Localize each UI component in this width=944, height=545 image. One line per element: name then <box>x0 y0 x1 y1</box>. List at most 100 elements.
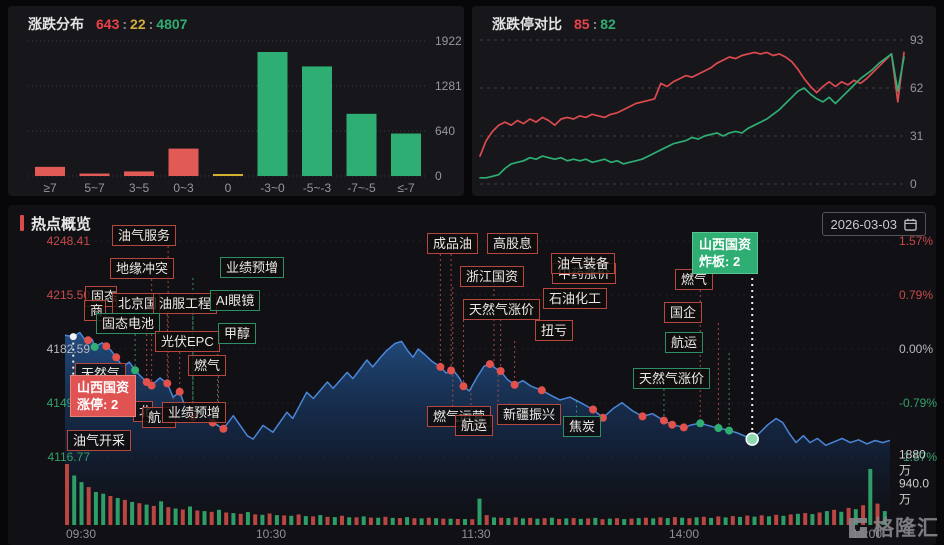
event-label[interactable]: 新疆振兴 <box>497 404 562 425</box>
event-label[interactable]: 高股息 <box>487 233 539 254</box>
event-label[interactable]: 燃气 <box>188 355 227 376</box>
event-label[interactable]: 油服工程 <box>153 293 218 314</box>
volume-bar <box>600 519 605 525</box>
volume-bar <box>311 516 316 525</box>
event-label[interactable]: 地缘冲突 <box>110 258 175 279</box>
volume-bar <box>361 516 366 525</box>
dist-bar <box>391 133 421 176</box>
event-dot <box>638 412 647 421</box>
volume-bar <box>672 517 677 525</box>
event-label[interactable]: 石油化工 <box>543 288 608 309</box>
event-label[interactable]: 山西国资 炸板: 2 <box>692 232 759 274</box>
volume-bar <box>166 507 171 525</box>
event-label[interactable]: 成品油 <box>427 233 479 254</box>
event-label[interactable]: 航运 <box>455 415 494 436</box>
volume-bar <box>137 503 142 525</box>
limit-ytick: 62 <box>910 81 924 95</box>
volume-bar <box>557 518 562 525</box>
limit-series-涨停 <box>479 51 905 157</box>
volume-bar <box>578 518 583 525</box>
volume-bar <box>716 516 721 525</box>
glonghui-watermark: 格隆汇 <box>846 512 939 542</box>
volume-bar <box>593 517 598 525</box>
volume-bar <box>680 517 685 525</box>
count-separator: : <box>592 16 598 32</box>
volume-bar <box>72 475 77 525</box>
event-label[interactable]: 光伏EPC <box>155 331 220 352</box>
volume-bar <box>774 514 779 525</box>
price-axis-label: 4248.41 <box>46 234 90 248</box>
volume-bar <box>615 518 619 525</box>
event-label[interactable]: 业绩预增 <box>220 257 285 278</box>
event-label[interactable]: 天然气涨价 <box>633 368 711 389</box>
count-separator: : <box>122 16 128 32</box>
event-dot <box>69 333 77 341</box>
dist-category: 0~3 <box>173 181 194 195</box>
volume-bar <box>448 518 453 525</box>
volume-bar <box>303 516 308 525</box>
event-label[interactable]: 油气服务 <box>112 225 177 246</box>
event-label[interactable]: 焦炭 <box>563 416 602 437</box>
pct-axis-label: 1.57% <box>899 234 934 248</box>
hot-overview-title: 热点概览 <box>31 216 92 233</box>
limit-down-count: 82 <box>600 16 616 32</box>
volume-bar <box>405 517 410 525</box>
volume-bar <box>861 505 866 525</box>
volume-bar <box>636 518 641 525</box>
volume-bar <box>824 511 829 525</box>
dist-bar <box>302 66 332 176</box>
volume-bar <box>853 509 858 525</box>
event-label[interactable]: 固态电池 <box>96 313 161 334</box>
volume-bar <box>368 517 373 525</box>
dist-category: ≥7 <box>43 181 57 195</box>
event-label[interactable]: 国企 <box>664 302 703 323</box>
event-dot <box>459 382 468 391</box>
distribution-header: 涨跌分布 643:22:4807 <box>28 14 187 34</box>
event-label[interactable]: 油气开采 <box>67 430 132 451</box>
watermark-text: 格隆汇 <box>873 517 939 540</box>
event-label[interactable]: 航运 <box>665 332 704 353</box>
limit-series-跌停 <box>479 53 905 179</box>
event-label[interactable]: 业绩预增 <box>162 402 227 423</box>
dist-bar <box>124 171 154 176</box>
volume-bar <box>390 517 395 525</box>
limit-up-count: 85 <box>574 16 590 32</box>
volume-bar <box>643 517 648 525</box>
volume-bar <box>846 507 851 525</box>
event-dot <box>714 424 723 432</box>
event-label[interactable]: 浙江国资 <box>460 266 525 287</box>
date-picker[interactable]: 2026-03-03 <box>821 212 926 236</box>
glonghui-logo-icon <box>849 518 867 538</box>
volume-bar <box>665 518 670 525</box>
volume-bar <box>267 513 272 525</box>
volume-bar <box>506 518 511 525</box>
volume-bar <box>376 517 381 525</box>
event-dot <box>589 405 597 414</box>
event-dot <box>436 362 445 371</box>
intraday-chart <box>64 240 891 526</box>
volume-bar <box>607 518 612 525</box>
event-label[interactable]: AI眼镜 <box>210 290 261 311</box>
volume-bar <box>151 505 156 525</box>
volume-bar <box>651 518 656 525</box>
volume-bar <box>738 516 742 525</box>
event-label[interactable]: 油气装备 <box>551 253 616 274</box>
volume-bar <box>130 501 135 525</box>
volume-bar <box>217 509 221 525</box>
pct-axis-label: 0.00% <box>899 342 934 356</box>
volume-bar <box>93 492 98 525</box>
volume-bar <box>759 515 764 525</box>
event-label[interactable]: 甲醇 <box>218 323 257 344</box>
dist-ytick: 1922 <box>435 34 462 48</box>
volume-bar <box>484 515 489 525</box>
volume-bar <box>340 515 344 525</box>
dist-category: 5~7 <box>84 181 105 195</box>
volume-bar <box>817 512 822 525</box>
volume-bar <box>788 514 793 525</box>
count-separator: : <box>148 16 154 32</box>
event-label[interactable]: 山西国资 涨停: 2 <box>70 375 137 417</box>
calendar-icon <box>904 218 917 231</box>
event-label[interactable]: 扭亏 <box>535 320 574 341</box>
volume-bar <box>687 518 692 525</box>
event-label[interactable]: 天然气涨价 <box>463 299 541 320</box>
